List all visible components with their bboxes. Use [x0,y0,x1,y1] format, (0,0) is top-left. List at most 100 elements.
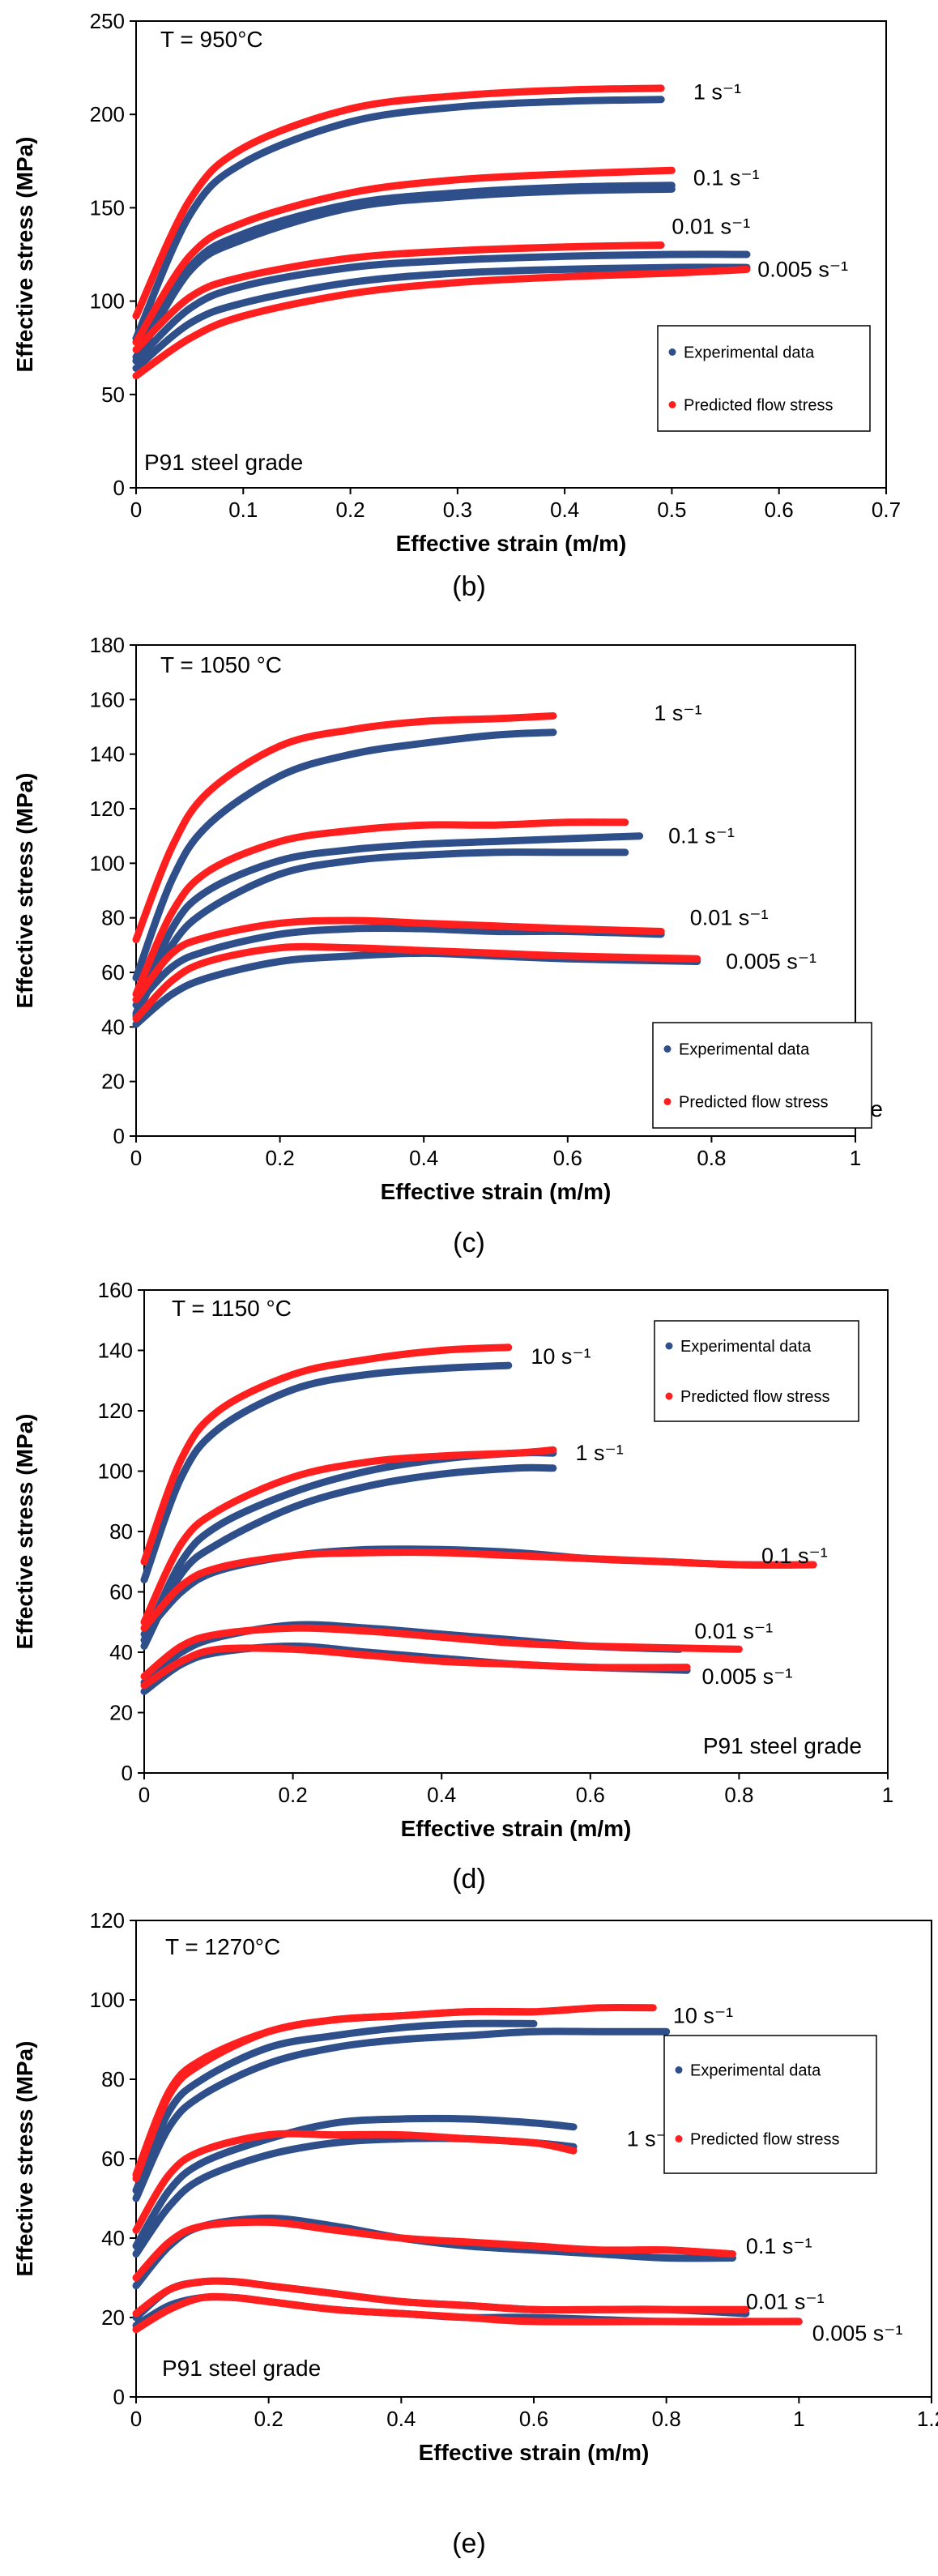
y-tick-label: 20 [101,2305,125,2330]
legend-label-predicted: Predicted flow stress [680,1388,830,1406]
strain-rate-label: 1 s⁻¹ [654,701,701,725]
x-tick-label: 0.6 [765,498,794,522]
strain-rate-label: 10 s⁻¹ [673,2004,733,2028]
legend-marker-predicted [668,401,676,408]
experimental-flow-curve [140,1361,513,1584]
experimental-flow-curve [132,832,644,1017]
y-tick-label: 50 [101,382,125,407]
steel-grade-label: P91 steel grade [162,2356,321,2381]
predicted-flow-curve [132,712,557,944]
y-tick-label: 160 [90,687,125,711]
strain-rate-label: 0.005 s⁻¹ [812,2322,903,2346]
y-tick-label: 80 [101,2067,125,2091]
panel-caption: (c) [453,1228,485,1258]
strain-rate-label: 0.1 s⁻¹ [668,824,735,848]
experimental-flow-curve [132,2019,538,2194]
predicted-flow-curve [140,1446,557,1626]
predicted-flow-curve [132,2277,750,2318]
legend-marker-experimental [665,1342,673,1350]
x-tick-label: 0.4 [550,498,579,522]
legend-box [663,2035,877,2174]
y-tick-label: 100 [90,851,125,875]
predicted-flow-curve [140,1644,691,1690]
x-tick-label: 0.4 [409,1146,438,1170]
predicted-flow-curve [140,1344,513,1566]
y-tick-label: 0 [113,2385,125,2409]
strain-rate-label: 0.01 s⁻¹ [690,906,769,930]
experimental-flow-curve [140,1463,557,1650]
y-tick-label: 20 [101,1070,125,1094]
temperature-label: T = 950°C [160,27,263,52]
y-tick-label: 0 [122,1761,133,1785]
panel-caption: (e) [452,2528,486,2559]
predicted-flow-curve [132,166,676,346]
predicted-flow-curve [132,241,665,353]
experimental-flow-curve [132,185,676,365]
strain-rate-label: 0.005 s⁻¹ [702,1664,793,1689]
predicted-flow-curve [132,84,665,320]
legend-label-experimental: Experimental data [680,1338,812,1356]
legend-label-predicted: Predicted flow stress [679,1094,829,1112]
legend-box [657,325,871,432]
temperature-label: T = 1150 °C [172,1296,292,1321]
temperature-label: T = 1050 °C [160,652,282,677]
strain-rate-label: 10 s⁻¹ [531,1344,591,1369]
x-axis-label: Effective strain (m/m) [396,531,627,556]
chart-panel-b: 0 50 100 150 200 250 0 0.1 0.2 0.3 0.4 0.5 0.6 0.7 Eff… [12,9,901,602]
legend-box [652,1022,872,1129]
steel-grade-label: P91 steel grade [144,450,303,475]
y-tick-label: 100 [90,289,125,314]
strain-rate-label: 0.1 s⁻¹ [746,2234,812,2258]
strain-rate-label: 0.005 s⁻¹ [757,257,848,281]
x-tick-label: 0.8 [697,1146,726,1170]
x-tick-label: 0.2 [254,2407,284,2431]
predicted-flow-curve [132,2218,736,2282]
predicted-flow-curve [132,2003,657,2179]
y-tick-label: 140 [98,1339,133,1363]
steel-grade-label: P91 steel grade [703,1733,862,1758]
x-tick-label: 0.2 [266,1146,295,1170]
predicted-flow-curve [140,1549,817,1632]
strain-rate-label: 0.01 s⁻¹ [746,2289,825,2313]
y-tick-label: 200 [90,102,125,126]
legend-label-experimental: Experimental data [690,2062,821,2080]
x-tick-label: 0.7 [872,498,901,522]
panel-caption: (b) [452,571,486,602]
plot-frame [135,644,856,1137]
x-tick-label: 0.2 [279,1783,308,1807]
experimental-flow-curve [140,1449,557,1644]
legend-box [654,1320,859,1422]
predicted-flow-curve [132,942,701,1023]
y-tick-label: 160 [98,1278,133,1302]
legend-label-experimental: Experimental data [684,344,815,362]
strain-rate-label: 0.1 s⁻¹ [761,1544,828,1568]
y-tick-label: 120 [90,1908,125,1933]
y-tick-label: 0 [113,1124,125,1148]
x-tick-label: 0 [139,1783,150,1807]
x-axis-label: Effective strain (m/m) [419,2440,650,2465]
legend-marker-experimental [675,2066,683,2074]
y-tick-label: 40 [101,1015,125,1039]
experimental-flow-curve [132,250,751,365]
legend-label-predicted: Predicted flow stress [690,2131,840,2149]
experimental-flow-curve [132,924,665,1009]
x-tick-label: 0.8 [652,2407,681,2431]
x-axis-label: Effective strain (m/m) [381,1179,612,1204]
legend: Experimental data Predicted flow stress [663,2035,877,2174]
y-tick-label: 120 [90,797,125,821]
x-tick-label: 1 [850,1146,861,1170]
y-tick-label: 60 [101,960,125,985]
x-tick-label: 0 [130,498,142,522]
experimental-flow-curve [132,2134,578,2258]
temperature-label: T = 1270°C [165,1934,280,1959]
experimental-flow-curve [132,96,665,343]
x-tick-label: 0.6 [519,2407,548,2431]
x-tick-label: 0.4 [427,1783,456,1807]
x-tick-label: 0.6 [576,1783,605,1807]
x-tick-label: 0.5 [657,498,686,522]
y-tick-label: 40 [109,1640,133,1664]
legend-marker-predicted [663,1098,672,1105]
legend: Experimental data Predicted flow stress [654,1320,859,1422]
